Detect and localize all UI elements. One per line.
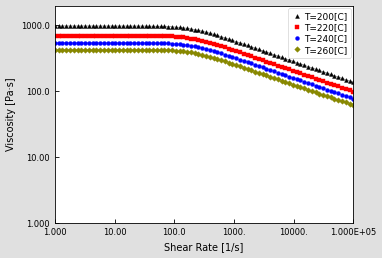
T=260[C]: [230, 62, 235, 65]
T=200[C]: [351, 81, 356, 84]
T=260[C]: [53, 48, 57, 51]
T=220[C]: [53, 34, 57, 37]
Line: T=200[C]: T=200[C]: [53, 24, 355, 84]
X-axis label: Shear Rate [1/s]: Shear Rate [1/s]: [164, 243, 244, 252]
T=240[C]: [230, 55, 235, 59]
T=200[C]: [257, 48, 261, 51]
Line: T=260[C]: T=260[C]: [53, 47, 355, 107]
T=240[C]: [53, 41, 57, 44]
T=240[C]: [234, 57, 238, 60]
T=260[C]: [317, 92, 322, 95]
T=260[C]: [185, 50, 189, 53]
T=200[C]: [317, 69, 322, 72]
T=220[C]: [257, 58, 261, 61]
T=240[C]: [257, 64, 261, 68]
T=240[C]: [317, 85, 322, 88]
Y-axis label: Viscosity [Pa·s]: Viscosity [Pa·s]: [6, 77, 16, 151]
T=220[C]: [351, 90, 356, 93]
Legend: T=200[C], T=220[C], T=240[C], T=260[C]: T=200[C], T=220[C], T=240[C], T=260[C]: [288, 8, 351, 58]
T=240[C]: [351, 97, 356, 100]
T=260[C]: [257, 71, 261, 74]
T=240[C]: [245, 61, 250, 64]
T=220[C]: [234, 50, 238, 53]
T=200[C]: [245, 44, 250, 47]
T=260[C]: [351, 103, 356, 107]
T=220[C]: [185, 36, 189, 39]
T=220[C]: [230, 48, 235, 51]
T=220[C]: [317, 78, 322, 82]
T=260[C]: [234, 63, 238, 67]
T=200[C]: [185, 27, 189, 30]
Line: T=240[C]: T=240[C]: [53, 41, 355, 100]
T=220[C]: [245, 53, 250, 57]
T=200[C]: [53, 25, 57, 28]
Line: T=220[C]: T=220[C]: [53, 34, 355, 94]
T=260[C]: [245, 67, 250, 70]
T=200[C]: [230, 39, 235, 42]
T=240[C]: [185, 44, 189, 47]
T=200[C]: [234, 40, 238, 43]
